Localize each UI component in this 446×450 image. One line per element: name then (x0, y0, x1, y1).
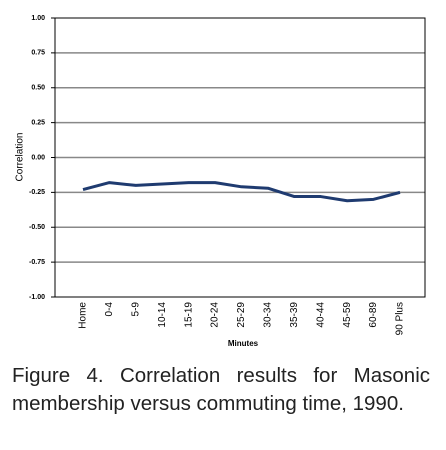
x-tick-label: 25-29 (236, 302, 247, 328)
y-tick-label: 1.00 (31, 15, 45, 22)
y-tick-label: -0.75 (29, 259, 45, 266)
x-tick-label: 90 Plus (395, 302, 406, 335)
y-axis-label: Correlation (15, 133, 26, 182)
y-tick-label: 0.50 (31, 85, 45, 92)
chart: Correlation Minutes 1.00 0.75 0.50 0.25 0.00… (15, 15, 426, 348)
plot-frame (54, 17, 426, 298)
x-tick-label: 10-14 (157, 302, 168, 328)
y-tick-label: 0.25 (31, 119, 45, 126)
y-tick-label: -0.50 (29, 224, 45, 231)
x-tick-label: 0-4 (104, 302, 115, 317)
x-axis-label: Minutes (228, 339, 259, 348)
x-tick-label: 5-9 (130, 302, 141, 317)
y-tick-label: -1.00 (29, 294, 45, 301)
caption-line: membership versus commuting time, 1990. (12, 392, 404, 415)
x-tick-label: 20-24 (210, 302, 221, 328)
data-line (82, 181, 401, 203)
x-tick-label: 35-39 (289, 302, 300, 328)
x-tick-label: 45-59 (342, 302, 353, 328)
y-tick-label: -0.25 (29, 189, 45, 196)
x-tick-label: 40-44 (315, 302, 326, 328)
x-tick-label: 15-19 (183, 302, 194, 328)
x-tick-label: Home (78, 302, 89, 329)
y-tick-label: 0.00 (31, 154, 45, 161)
x-tick-label: 30-34 (263, 302, 274, 328)
caption: Figure 4. Correlation results for Masoni… (12, 362, 430, 418)
x-tick-label: 60-89 (368, 302, 379, 328)
caption-line: Figure 4. Correlation results for Masoni… (12, 364, 430, 387)
y-tick-label: 0.75 (31, 50, 45, 57)
